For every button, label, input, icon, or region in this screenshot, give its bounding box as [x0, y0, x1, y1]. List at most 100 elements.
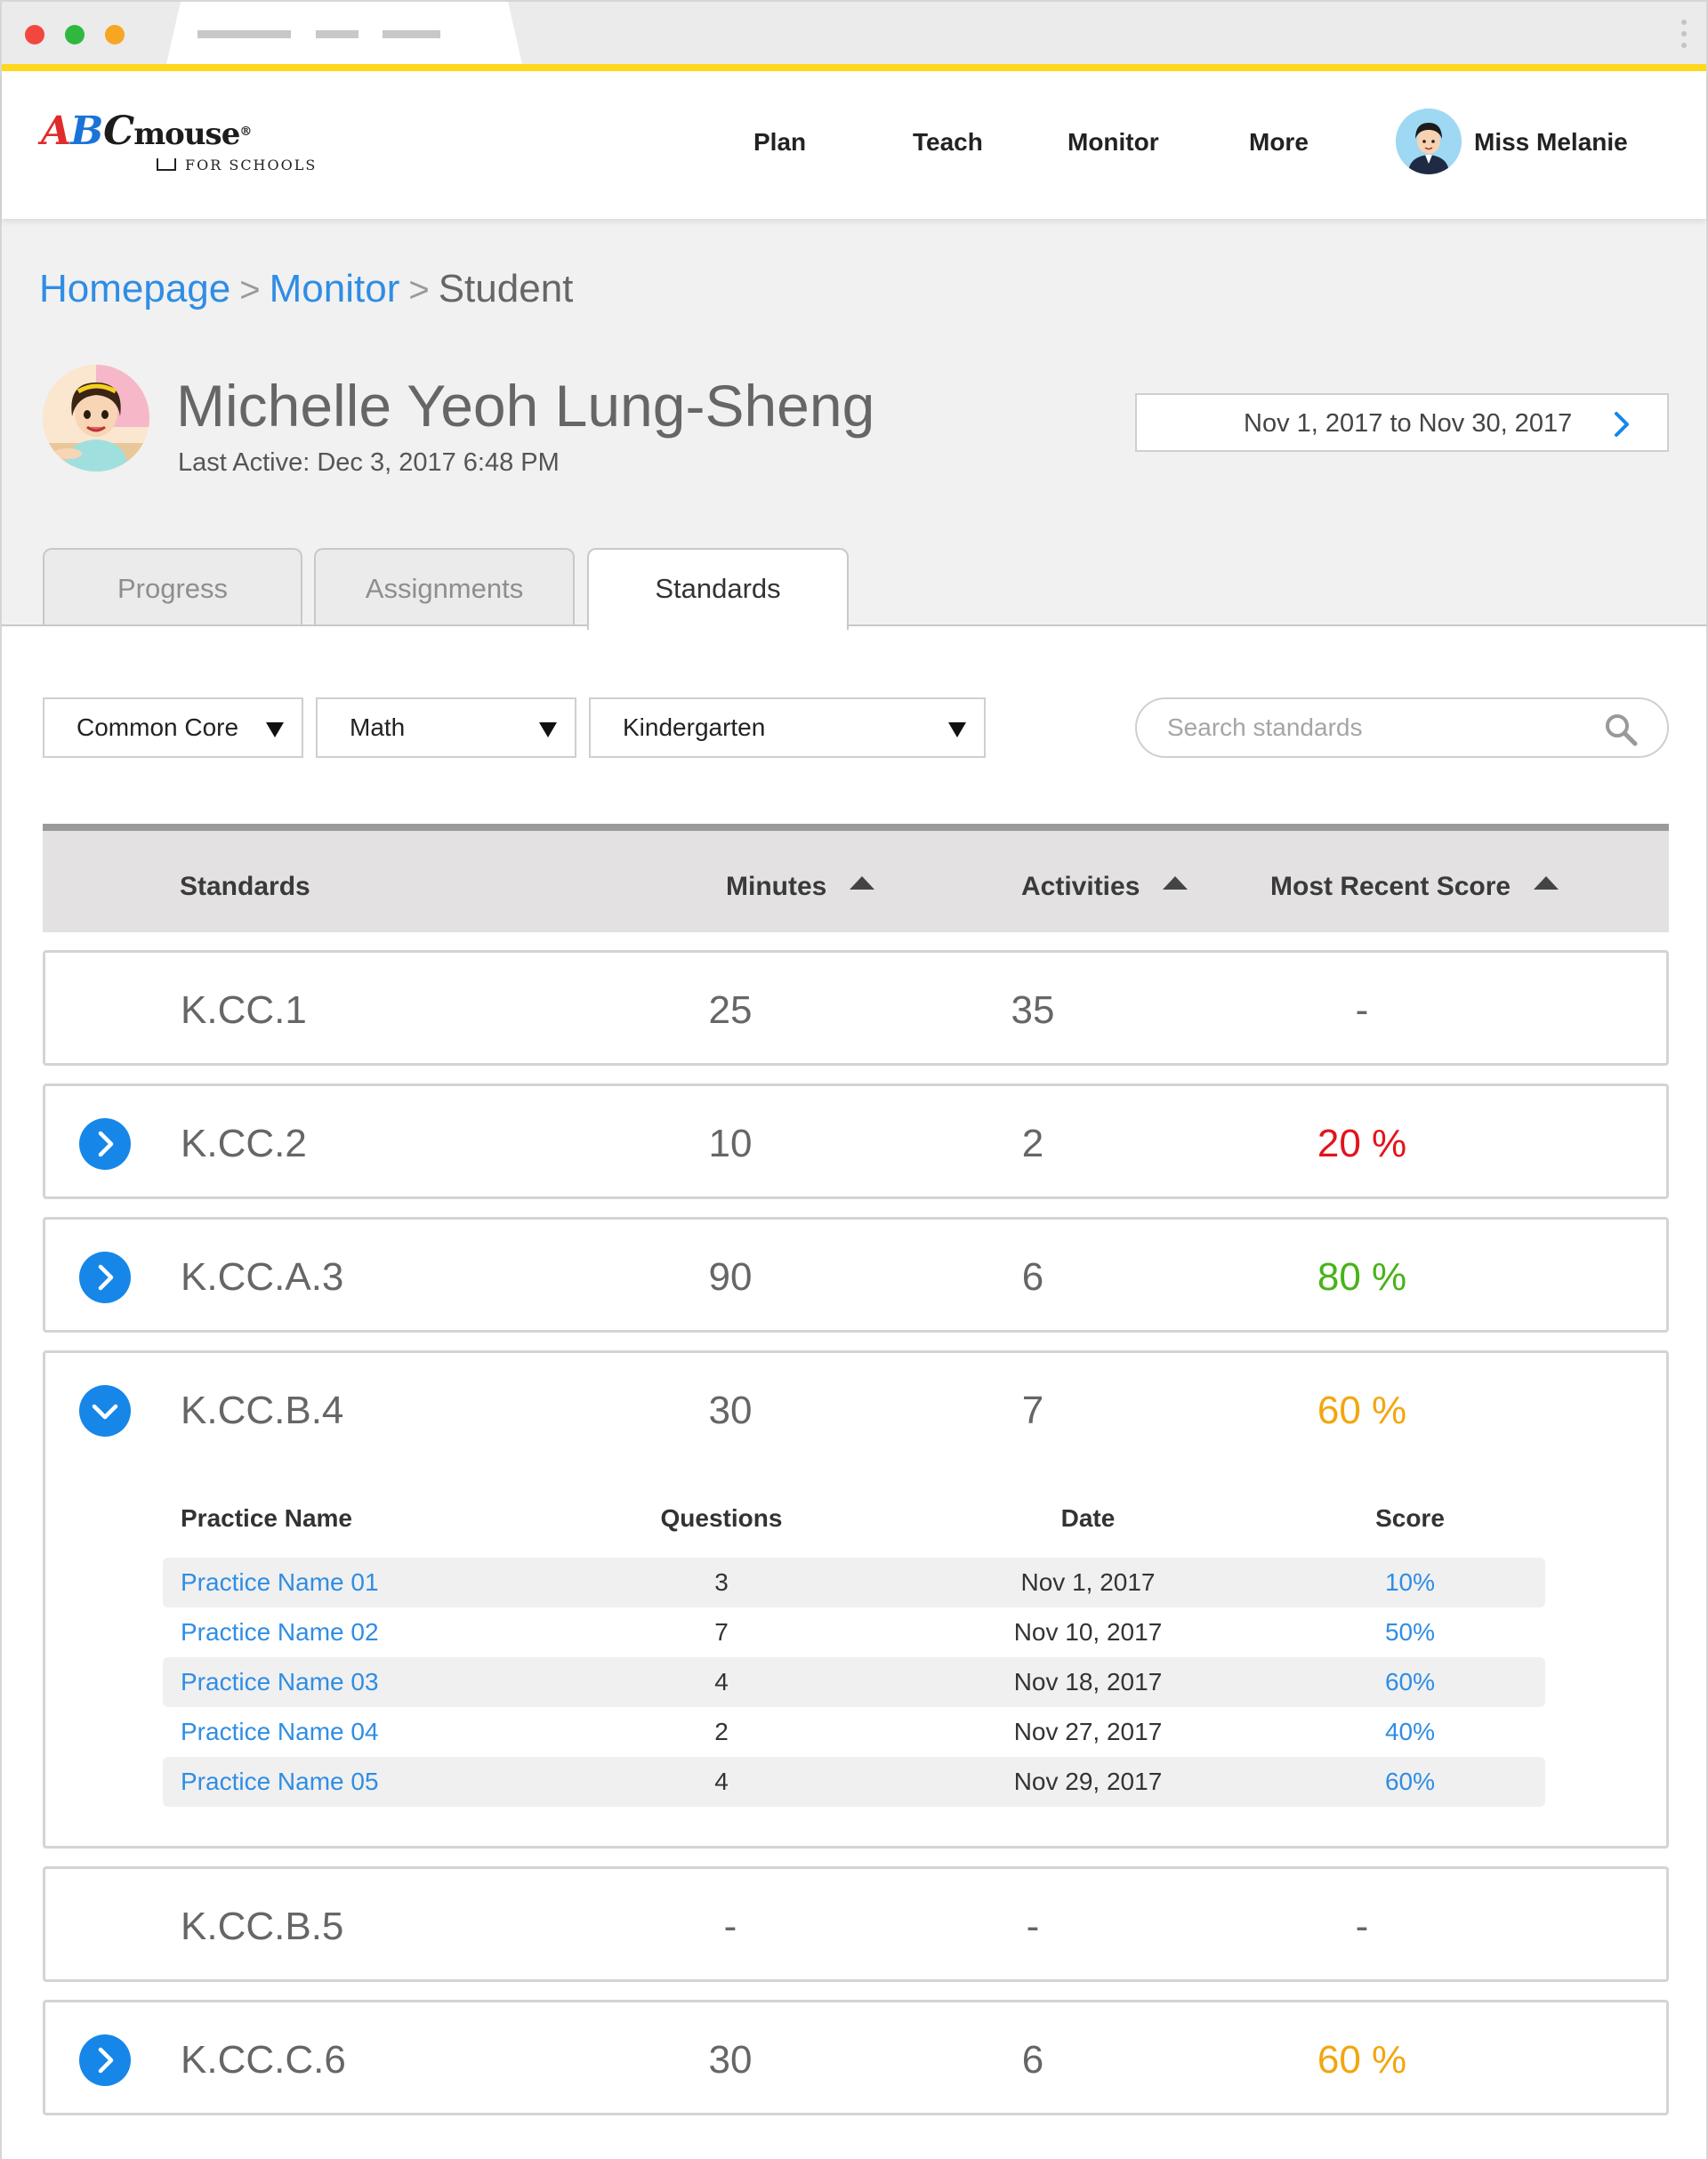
activities-value: 7 — [1021, 1389, 1044, 1432]
minutes-value: - — [723, 1905, 737, 1948]
subject-dropdown[interactable]: Math — [316, 697, 576, 758]
user-name[interactable]: Miss Melanie — [1474, 128, 1628, 156]
collapse-row-button[interactable] — [79, 1385, 131, 1437]
practice-header-questions: Questions — [660, 1504, 783, 1532]
tab-assignments[interactable]: Assignments — [314, 548, 575, 628]
practice-name-link[interactable]: Practice Name 05 — [181, 1768, 379, 1795]
caret-down-icon — [539, 722, 557, 737]
table-row: K.CC.B.5 - - - — [43, 1866, 1669, 1982]
minutes-value: 30 — [708, 2038, 753, 2082]
table-row[interactable]: K.CC.C.6 30 6 60 % — [43, 2000, 1669, 2115]
sort-up-icon[interactable] — [850, 876, 875, 890]
practice-date: Nov 10, 2017 — [1013, 1618, 1163, 1646]
practice-name-link[interactable]: Practice Name 01 — [181, 1568, 379, 1596]
maximize-window-icon[interactable] — [65, 25, 85, 44]
table-row-expanded[interactable]: K.CC.B.4 30 7 60 % Practice Name Questio… — [43, 1350, 1669, 1849]
user-avatar[interactable] — [1396, 109, 1462, 174]
breadcrumb-homepage[interactable]: Homepage — [39, 267, 231, 310]
practice-score[interactable]: 40% — [1384, 1718, 1436, 1745]
practice-score[interactable]: 10% — [1384, 1568, 1436, 1596]
breadcrumb: Homepage > Monitor > Student — [39, 267, 573, 311]
sort-up-icon[interactable] — [1163, 876, 1188, 890]
expand-row-button[interactable] — [79, 2034, 131, 2086]
activities-value: 35 — [1011, 988, 1055, 1032]
tab-placeholder-line — [316, 30, 359, 38]
browser-menu-icon[interactable] — [1681, 20, 1687, 54]
nav-monitor[interactable]: Monitor — [1068, 128, 1159, 156]
score-value: 60 % — [1317, 2038, 1407, 2082]
practice-score[interactable]: 60% — [1384, 1768, 1436, 1795]
minutes-value: 30 — [708, 1389, 753, 1432]
practice-name-link[interactable]: Practice Name 02 — [181, 1618, 379, 1646]
breadcrumb-monitor[interactable]: Monitor — [269, 267, 400, 310]
logo-subtitle: FOR SCHOOLS — [157, 157, 317, 173]
activities-value: - — [1026, 1905, 1040, 1948]
column-header-activities[interactable]: Activities — [1021, 872, 1188, 902]
practice-row: Practice Name 02 7 Nov 10, 2017 50% — [163, 1607, 1545, 1657]
practice-date: Nov 29, 2017 — [1013, 1768, 1163, 1795]
practice-questions: 4 — [714, 1768, 729, 1795]
browser-chrome — [2, 2, 1706, 64]
practice-date: Nov 18, 2017 — [1013, 1668, 1163, 1696]
breadcrumb-separator-icon: > — [239, 270, 261, 310]
grade-dropdown[interactable]: Kindergarten — [589, 697, 986, 758]
date-range-selector[interactable]: Nov 1, 2017 to Nov 30, 2017 — [1135, 393, 1669, 452]
tab-standards[interactable]: Standards — [587, 548, 849, 630]
practice-name-link[interactable]: Practice Name 03 — [181, 1668, 379, 1696]
nav-teach[interactable]: Teach — [913, 128, 983, 156]
score-value: 20 % — [1317, 1122, 1407, 1165]
practice-score[interactable]: 50% — [1384, 1618, 1436, 1646]
column-header-minutes[interactable]: Minutes — [726, 872, 875, 902]
chevron-right-icon — [98, 1264, 114, 1291]
column-header-score[interactable]: Most Recent Score — [1270, 872, 1559, 902]
practice-row: Practice Name 05 4 Nov 29, 2017 60% — [163, 1757, 1545, 1807]
practice-date: Nov 1, 2017 — [1020, 1568, 1156, 1596]
minutes-value: 10 — [708, 1122, 753, 1165]
caret-down-icon — [948, 722, 966, 737]
practice-questions: 7 — [714, 1618, 729, 1646]
last-active: Last Active: Dec 3, 2017 6:48 PM — [178, 448, 560, 477]
practice-name-link[interactable]: Practice Name 04 — [181, 1718, 379, 1745]
activities-value: 2 — [1021, 1122, 1044, 1165]
expand-row-button[interactable] — [79, 1252, 131, 1303]
search-standards — [1135, 697, 1669, 758]
nav-more[interactable]: More — [1249, 128, 1309, 156]
framework-dropdown[interactable]: Common Core — [43, 697, 303, 758]
chevron-right-icon — [98, 2047, 114, 2074]
column-header-standards: Standards — [180, 872, 310, 901]
search-icon[interactable] — [1603, 712, 1639, 747]
practice-score[interactable]: 60% — [1384, 1668, 1436, 1696]
sort-up-icon[interactable] — [1534, 876, 1559, 890]
standard-code: K.CC.C.6 — [181, 2038, 346, 2082]
practice-header-date: Date — [1060, 1504, 1116, 1532]
nav-plan[interactable]: Plan — [753, 128, 807, 156]
activities-value: 6 — [1021, 1255, 1044, 1299]
book-icon — [157, 158, 176, 171]
close-window-icon[interactable] — [25, 25, 44, 44]
student-name: Michelle Yeoh Lung-Sheng — [176, 373, 875, 439]
table-row: K.CC.1 25 35 - — [43, 950, 1669, 1066]
date-range-label: Nov 1, 2017 to Nov 30, 2017 — [1244, 409, 1573, 438]
practice-questions: 4 — [714, 1668, 729, 1696]
expand-row-button[interactable] — [79, 1118, 131, 1170]
chevron-down-icon — [92, 1404, 118, 1420]
score-value: 80 % — [1317, 1255, 1407, 1299]
chevron-right-icon[interactable] — [1612, 411, 1631, 438]
abcmouse-logo[interactable]: ABCmouse® FOR SCHOOLS — [41, 109, 318, 174]
tab-placeholder-line — [383, 30, 440, 38]
tab-placeholder-line — [197, 30, 291, 38]
minimize-window-icon[interactable] — [105, 25, 125, 44]
score-value: 60 % — [1317, 1389, 1407, 1432]
table-row[interactable]: K.CC.2 10 2 20 % — [43, 1084, 1669, 1199]
practice-date: Nov 27, 2017 — [1013, 1718, 1163, 1745]
student-avatar — [43, 365, 149, 471]
search-input[interactable] — [1167, 712, 1576, 744]
standard-code: K.CC.2 — [181, 1122, 307, 1165]
minutes-value: 90 — [708, 1255, 753, 1299]
practice-row: Practice Name 01 3 Nov 1, 2017 10% — [163, 1558, 1545, 1607]
breadcrumb-student: Student — [438, 267, 574, 310]
practice-header-score: Score — [1375, 1504, 1445, 1532]
tab-progress[interactable]: Progress — [43, 548, 302, 628]
table-row[interactable]: K.CC.A.3 90 6 80 % — [43, 1217, 1669, 1333]
